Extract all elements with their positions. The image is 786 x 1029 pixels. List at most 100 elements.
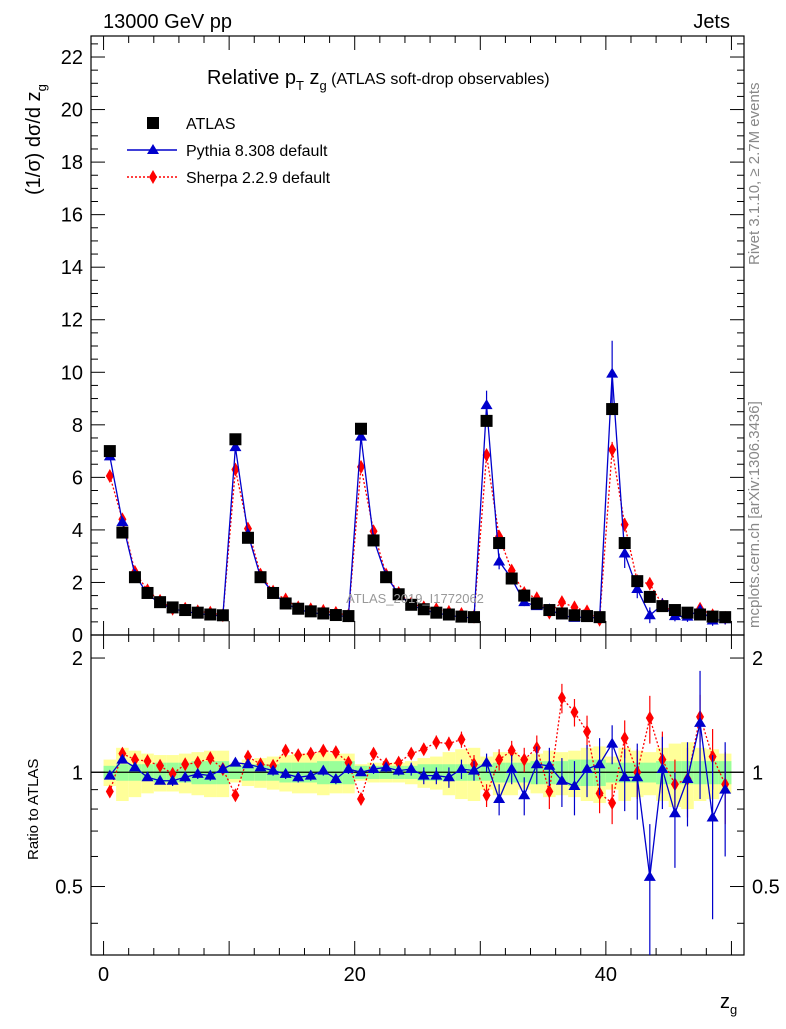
main-pythia-point [480,399,493,410]
main-y-tick-label: 12 [61,310,83,332]
ratio-pythia-point [179,771,192,782]
ratio-pythia-point [154,774,167,785]
main-pythia-point [606,367,619,378]
main-pythia-point [116,516,129,527]
atlas-point [166,601,179,614]
legend-sherpa-marker [149,170,157,184]
atlas-point [505,572,518,585]
legend-pythia-label: Pythia 8.308 default [186,143,328,160]
main-y-tick-label: 4 [72,520,83,542]
svg-text:Ratio to ATLAS: Ratio to ATLAS [25,759,42,860]
atlas-point [304,605,317,618]
ratio-pythia-point [430,769,443,780]
main-pythia-point [618,547,631,558]
ratio-pythia-point [229,756,242,767]
atlas-point [279,597,292,610]
ratio-y-tick-label: 0.5 [55,877,83,899]
x-tick-label: 20 [344,964,366,986]
atlas-point [141,586,154,599]
ratio-pythia-point [116,753,129,764]
atlas-point [468,611,481,624]
main-pythia-point [354,430,367,441]
ratio-sherpa-point [419,742,428,757]
main-y-tick-label: 22 [61,47,83,69]
atlas-point [354,422,367,435]
atlas-point [267,586,280,599]
main-pythia-point [643,609,656,620]
ratio-pythia-point [141,771,154,782]
ratio-sherpa-point [620,731,629,746]
svg-text:(1/σ) dσ/d zg: (1/σ) dσ/d zg [23,84,49,195]
legend-pythia-marker [147,144,159,154]
atlas-point [116,526,129,539]
ratio-sherpa-point [356,792,365,807]
atlas-point [367,534,380,547]
atlas-point [342,610,355,623]
ratio-sherpa-point [243,749,252,764]
ratio-pythia-point [329,773,342,784]
ratio-sherpa-line [109,696,726,805]
ratio-pythia-point [417,769,430,780]
atlas-point [442,608,455,621]
atlas-point [179,604,192,617]
ratio-sherpa-point [495,752,504,767]
ratio-sherpa-point [507,743,516,758]
atlas-point [681,606,694,619]
legend-sherpa-label: Sherpa 2.2.9 default [186,170,331,187]
legend-atlas-marker [147,117,159,129]
ratio-pythia-point [204,769,217,780]
ratio-pythia-point [442,771,455,782]
ratio-pythia-point [392,764,405,775]
atlas-point [518,589,531,602]
ratio-pythia-point [480,756,493,767]
ratio-pythia-point [241,758,254,769]
ratio-pythia-point [254,761,267,772]
atlas-point [706,610,719,623]
ratio-sherpa-point [394,755,403,770]
atlas-point [455,610,468,623]
main-pythia-point [493,555,506,566]
ratio-pythia-point [681,773,694,784]
atlas-point [568,609,581,622]
ratio-sherpa-point [143,754,152,769]
x-tick-label: 0 [98,964,109,986]
ratio-pythia-point [543,759,556,770]
atlas-point [216,609,229,622]
ratio-sherpa-point [570,705,579,720]
ratio-sherpa-point [457,732,466,747]
ratio-sherpa-point [105,784,114,799]
svg-text:Rivet 3.1.10, ≥ 2.7M events: Rivet 3.1.10, ≥ 2.7M events [746,83,763,266]
ratio-pythia-point [505,763,518,774]
ratio-sherpa-point [545,784,554,799]
atlas-point [668,604,681,617]
header-left: 13000 GeV pp [103,11,232,33]
atlas-point [719,611,732,624]
ratio-pythia-point [719,783,732,794]
ratio-pythia-point [103,769,116,780]
ratio-sherpa-point [168,766,177,781]
ratio-pythia-point [342,763,355,774]
legend: ATLAS Pythia 8.308 default Sherpa 2.2.9 … [127,116,331,187]
atlas-point [191,606,204,619]
atlas-point [593,611,606,624]
legend-atlas-label: ATLAS [186,116,236,133]
ratio-pythia-point [593,758,606,769]
ratio-pythia-point [606,737,619,748]
ratio-pythia-point [380,761,393,772]
atlas-point [493,537,506,550]
ratio-pythia-point [468,764,481,775]
ratio-sherpa-point [130,752,139,767]
atlas-point [241,531,254,544]
main-sherpa-point [608,442,617,457]
atlas-point [254,571,267,584]
main-y-tick-label: 18 [61,152,83,174]
ratio-pythia-point [455,763,468,774]
main-sherpa-point [482,448,491,463]
svg-text:mcplots.cern.ch [arXiv:1306.34: mcplots.cern.ch [arXiv:1306.3436] [746,401,763,628]
ratio-sherpa-point [281,743,290,758]
main-sherpa-point [557,595,566,610]
ratio-pythia-point [292,771,305,782]
ratio-pythia-point [668,807,681,818]
ratio-y-axis-label: Ratio to ATLAS [25,759,42,860]
main-y-tick-label: 16 [61,205,83,227]
